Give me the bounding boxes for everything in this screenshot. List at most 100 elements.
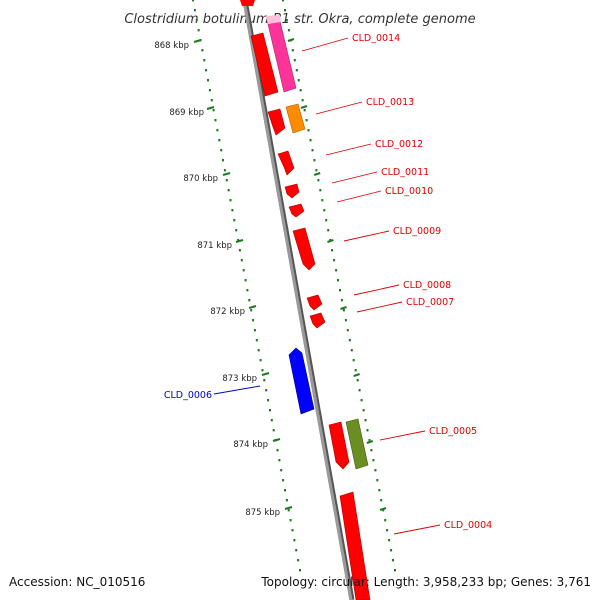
tick-dash [379,507,387,511]
tick-dot [299,569,301,572]
tick-dash [287,38,295,42]
tick-dot [301,99,304,102]
gene-label-cld-0008[interactable]: CLD_0008 [403,280,451,291]
kbp-tick-mark [248,305,257,309]
tick-dot [356,379,359,382]
tick-dot [240,259,243,262]
gene-label-cld-0005[interactable]: CLD_0005 [429,426,477,437]
tick-dot [372,459,375,462]
tick-dot [337,279,339,282]
kbp-labels: 868 kbp 869 kbp 870 kbp 871 kbp 872 kbp … [154,39,293,518]
tick-dash [366,440,374,444]
tick-dot [285,499,288,502]
tick-dot [263,379,266,382]
tick-dot [284,489,286,492]
gene-label-cld-0007[interactable]: CLD_0007 [406,297,454,308]
tick-dot [297,559,300,562]
tick-dash [340,306,347,310]
tick-dot [212,109,215,112]
tick-dot [374,469,377,472]
tick-dot [366,429,369,432]
gene-cld-0007[interactable] [309,312,326,329]
gene-cld-0005-a[interactable] [328,421,350,470]
tick-dot [354,369,357,372]
tick-dot [380,499,383,502]
gene-cld-0014-c[interactable] [266,15,281,24]
gene-label-cld-0006[interactable]: CLD_0006 [164,390,212,401]
tick-dot [242,269,245,272]
tick-dot [335,269,338,272]
gene-cld-0008[interactable] [306,294,323,311]
callout-line-cld-0010 [336,190,382,203]
tick-dot [267,399,270,402]
tick-dot [394,569,396,572]
inner-tick-track [192,0,301,572]
kbp-tick-mark [235,239,244,243]
callout-line-cld-0004 [393,524,441,535]
tick-dot [392,559,394,562]
tick-dot [340,299,343,302]
gene-cld-0013-a[interactable] [267,108,286,136]
gene-cld-0013-b[interactable] [285,103,306,134]
tick-dot [390,549,393,552]
genome-backbone [242,0,355,600]
tick-dot [231,209,234,212]
tick-dot [193,9,196,12]
tick-dot [265,389,268,392]
kbp-label-875: 875 kbp [245,508,280,518]
gene-cld-0011[interactable] [284,183,300,199]
tick-dot [299,89,302,92]
tick-dot [214,119,217,122]
tick-dot [280,469,283,472]
tick-dot [207,79,209,82]
tick-dash [313,172,321,176]
tick-dot [253,329,256,332]
tick-dot [222,159,224,162]
gene-cld-0005-b[interactable] [345,418,369,470]
kbp-label-869: 869 kbp [169,108,204,118]
tick-dot [235,229,238,232]
tick-dot [307,129,310,132]
tick-dot [291,49,294,52]
gene-cld-0006[interactable] [288,347,315,415]
gene-label-cld-0012[interactable]: CLD_0012 [375,139,423,150]
gene-label-cld-0009[interactable]: CLD_0009 [393,226,441,237]
tick-dot [350,349,353,352]
callout-line-cld-0008 [353,284,400,296]
gene-cld-0004[interactable] [339,491,371,600]
tick-dot [285,19,288,22]
gene-cld-0009[interactable] [292,227,316,271]
gene-label-cld-0004[interactable]: CLD_0004 [444,520,492,531]
kbp-label-868: 868 kbp [154,41,189,51]
callout-line-cld-0006 [213,385,261,395]
tick-dot [195,19,198,22]
tick-dot [208,89,211,92]
gene-cld-0014-a[interactable] [250,32,279,97]
gene-cld-0010[interactable] [288,203,305,218]
gene-label-cld-0010[interactable]: CLD_0010 [385,186,433,197]
tick-dot [257,349,260,352]
tick-dot [197,29,200,32]
gene-label-cld-0011[interactable]: CLD_0011 [381,167,429,178]
tick-dot [376,479,379,482]
gene-callouts: CLD_0014 CLD_0013 CLD_0012 CLD_0011 CLD_… [164,33,492,535]
tick-dot [203,59,206,62]
tick-dash [327,239,334,243]
tick-dot [291,529,294,532]
tick-dot [333,259,336,262]
tick-dot [284,9,286,12]
tick-dot [261,369,264,372]
gene-cld-0015[interactable] [240,0,255,6]
tick-dot [282,0,284,2]
kbp-tick-mark [272,438,281,442]
gene-label-cld-0014[interactable]: CLD_0014 [352,33,400,44]
tick-dot [368,439,371,442]
kbp-tick-mark [206,106,215,110]
callout-line-cld-0012 [325,143,372,156]
gene-cld-0012[interactable] [277,150,295,176]
tick-dot [248,299,251,302]
outer-tick-track [282,0,396,572]
gene-label-cld-0013[interactable]: CLD_0013 [366,97,414,108]
accession-text: Accession: NC_010516 [9,575,145,589]
tick-dot [348,339,351,342]
